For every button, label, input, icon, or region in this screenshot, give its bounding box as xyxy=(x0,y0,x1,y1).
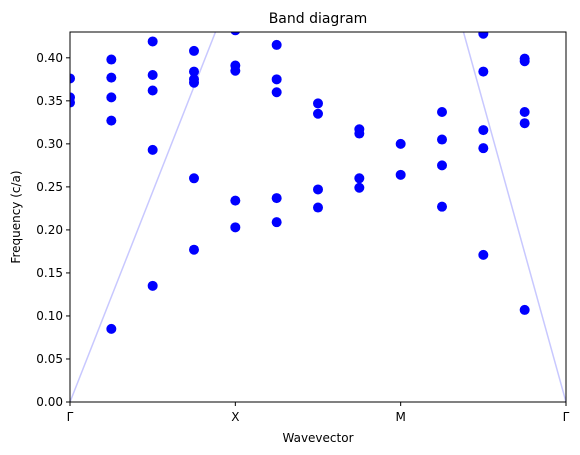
data-point-52 xyxy=(519,53,530,64)
data-point-7 xyxy=(106,54,117,65)
data-point-31 xyxy=(313,108,323,119)
data-point-0 xyxy=(70,73,75,84)
data-point-39 xyxy=(437,201,447,212)
light-line-layer xyxy=(70,32,566,402)
data-point-16 xyxy=(189,74,199,85)
data-point-46 xyxy=(478,66,489,77)
data-point-10 xyxy=(147,85,158,96)
x-axis-title: Wavevector xyxy=(283,431,354,445)
data-point-37 xyxy=(395,169,406,180)
data-point-26 xyxy=(271,87,282,98)
data-point-12 xyxy=(147,36,158,47)
data-point-4 xyxy=(106,115,117,126)
data-point-17 xyxy=(189,66,199,77)
y-tick-label-3: 0.15 xyxy=(36,266,63,280)
data-points-layer xyxy=(70,32,530,334)
x-tick-label-3: Γ xyxy=(563,410,570,424)
data-point-18 xyxy=(189,45,199,56)
y-axis-title: Frequency (c/a) xyxy=(9,170,23,263)
data-point-23 xyxy=(230,32,241,36)
y-tick-label-8: 0.40 xyxy=(36,51,63,65)
data-point-33 xyxy=(354,182,365,193)
data-point-6 xyxy=(106,72,117,83)
x-tick-label-1: X xyxy=(231,410,239,424)
data-point-50 xyxy=(519,107,530,118)
plot-frame xyxy=(69,31,567,403)
data-point-27 xyxy=(271,74,282,85)
data-point-13 xyxy=(189,244,199,255)
y-axis-ticks: 0.00 0.05 0.10 0.15 0.20 0.25 0.30 0.35 0.40 xyxy=(36,51,70,409)
data-point-36 xyxy=(354,124,365,135)
light-line-2 xyxy=(462,32,566,402)
y-tick-label-4: 0.20 xyxy=(36,223,63,237)
data-point-22 xyxy=(230,60,241,71)
data-point-42 xyxy=(437,107,447,118)
data-point-41 xyxy=(437,134,447,145)
data-point-32 xyxy=(313,98,323,109)
y-tick-label-0: 0.00 xyxy=(36,395,63,409)
data-point-28 xyxy=(271,39,282,50)
data-point-9 xyxy=(147,144,158,155)
data-point-34 xyxy=(354,173,365,184)
data-point-48 xyxy=(519,304,530,315)
y-tick-label-2: 0.10 xyxy=(36,309,63,323)
data-point-19 xyxy=(230,222,241,233)
data-point-2 xyxy=(70,97,75,108)
y-tick-label-5: 0.25 xyxy=(36,180,63,194)
data-point-14 xyxy=(189,173,199,184)
chart-title: Band diagram xyxy=(269,11,368,27)
data-point-11 xyxy=(147,70,158,81)
data-point-47 xyxy=(478,32,489,39)
data-point-20 xyxy=(230,195,241,206)
data-point-25 xyxy=(271,193,282,204)
light-line-1 xyxy=(70,32,217,402)
data-point-3 xyxy=(106,323,117,334)
data-point-40 xyxy=(437,160,447,171)
x-tick-label-2: M xyxy=(395,410,405,424)
data-point-29 xyxy=(313,202,323,213)
data-point-8 xyxy=(147,280,158,291)
data-point-45 xyxy=(478,125,489,136)
data-point-49 xyxy=(519,118,530,129)
data-point-24 xyxy=(271,217,282,228)
y-tick-label-7: 0.35 xyxy=(36,94,63,108)
data-point-43 xyxy=(478,249,489,260)
y-tick-label-1: 0.05 xyxy=(36,352,63,366)
data-point-38 xyxy=(395,138,406,149)
y-tick-label-6: 0.30 xyxy=(36,137,63,151)
data-point-30 xyxy=(313,184,323,195)
data-point-44 xyxy=(478,143,489,154)
x-tick-label-0: Γ xyxy=(67,410,74,424)
data-point-5 xyxy=(106,92,117,103)
